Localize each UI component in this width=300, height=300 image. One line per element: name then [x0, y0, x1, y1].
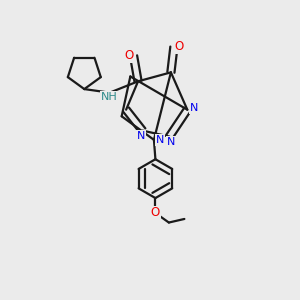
Text: O: O	[151, 206, 160, 220]
Text: O: O	[125, 50, 134, 62]
Text: N: N	[190, 103, 198, 113]
Text: O: O	[174, 40, 183, 53]
Text: N: N	[137, 131, 145, 141]
Text: N: N	[167, 137, 175, 147]
Text: NH: NH	[101, 92, 118, 102]
Text: N: N	[156, 135, 164, 145]
